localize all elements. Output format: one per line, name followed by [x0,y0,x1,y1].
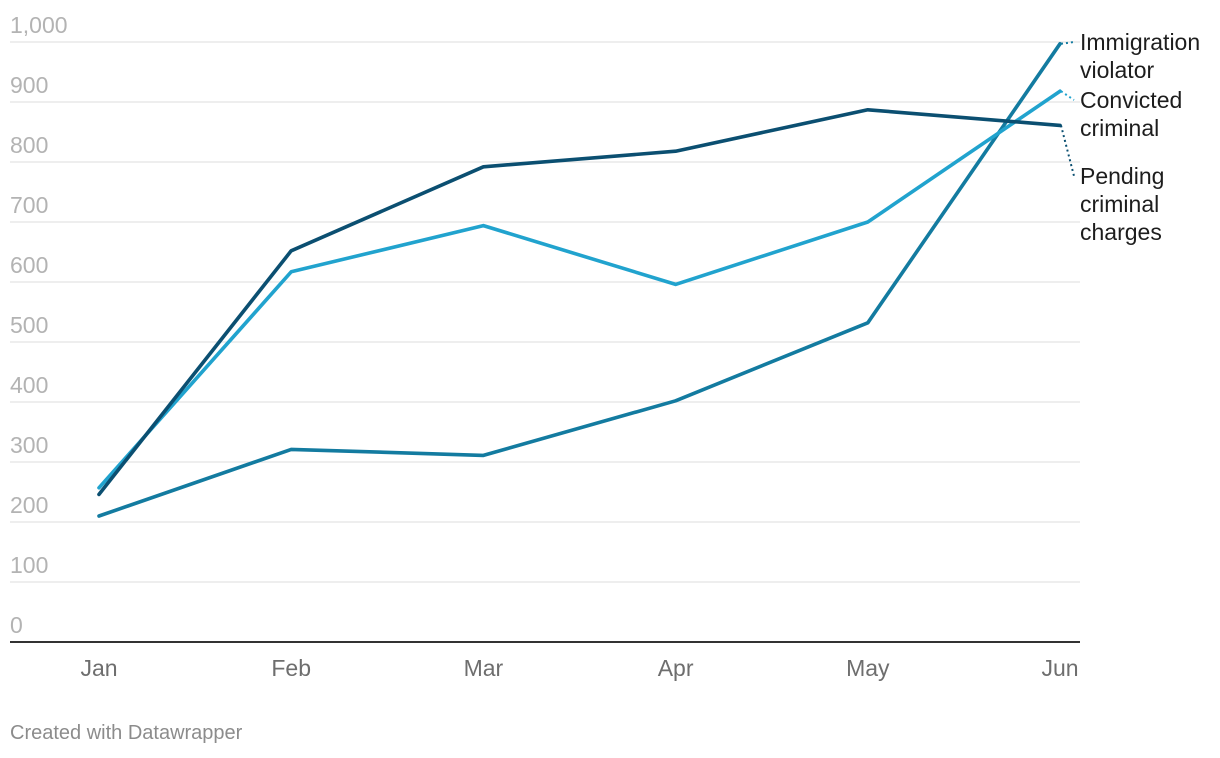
x-tick-label: Jan [80,655,117,681]
series-line [97,41,1062,518]
series-label: Convicted criminal [1080,87,1182,141]
x-tick-label: May [846,655,890,681]
series-label: Pending criminal charges [1080,163,1164,245]
series-label-connector [1060,41,1075,45]
series-label-connector [1060,90,1075,101]
y-tick-label: 900 [10,72,48,98]
y-tick-label: 0 [10,612,23,638]
y-tick-label: 500 [10,312,48,338]
y-tick-label: 400 [10,372,48,398]
series-line [97,108,1062,497]
x-tick-label: Apr [658,655,694,681]
footer-credit: Created with Datawrapper [10,722,243,744]
y-tick-label: 300 [10,432,48,458]
x-tick-label: Feb [271,655,311,681]
grid-lines [10,41,1080,583]
y-tick-label: 600 [10,252,48,278]
series-label-connector [1060,125,1075,177]
series-lines [97,41,1062,518]
y-tick-label: 100 [10,552,48,578]
x-axis-tick-labels: Jan Feb Mar Apr May Jun [80,655,1078,681]
series-label: Immigration violator [1080,29,1200,83]
x-tick-label: Mar [464,655,504,681]
x-tick-label: Jun [1041,655,1078,681]
series-line [97,89,1062,490]
line-chart: 0 100 200 300 400 500 600 700 800 900 1,000 Jan Feb… [10,12,1200,681]
y-axis-tick-labels: 0 100 200 300 400 500 600 700 800 900 1,000 [10,12,68,638]
y-tick-label: 800 [10,132,48,158]
y-tick-label: 700 [10,192,48,218]
y-tick-label: 200 [10,492,48,518]
y-tick-label: 1,000 [10,12,68,38]
